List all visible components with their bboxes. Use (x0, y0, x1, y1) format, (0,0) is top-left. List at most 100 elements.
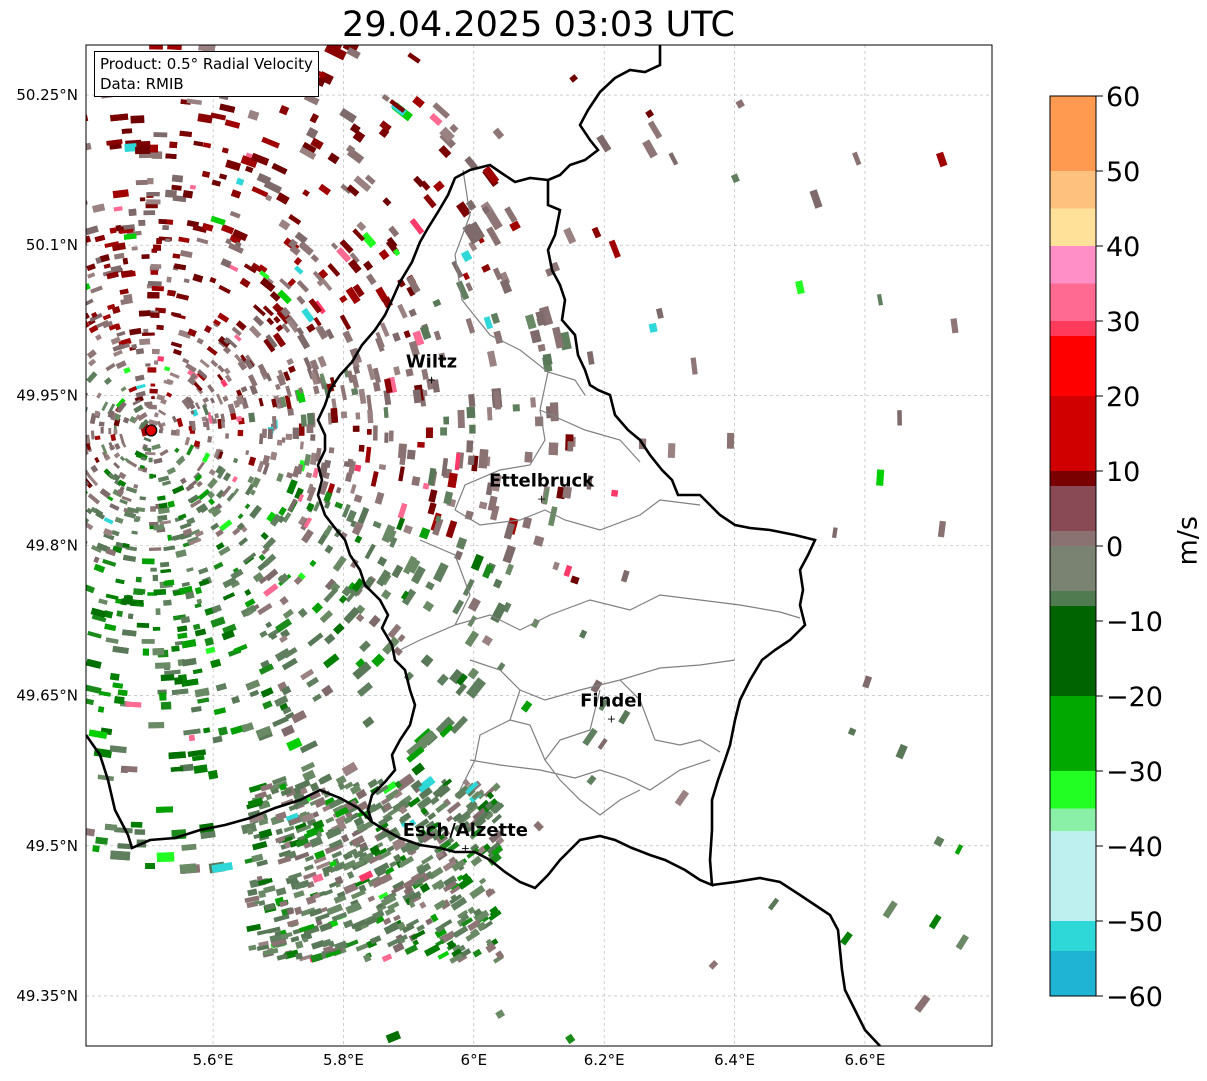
echo-gate (71, 588, 84, 598)
echo-gate (384, 866, 395, 875)
echo-gate (312, 270, 324, 283)
echo-gate (151, 348, 160, 355)
echo-gate (537, 344, 546, 352)
echo-gate (340, 411, 348, 419)
echo-gate (280, 931, 293, 939)
echo-gate (404, 944, 419, 956)
echo-gate (373, 847, 388, 858)
echo-gate (156, 852, 175, 863)
echo-gate (328, 447, 335, 454)
echo-gate (667, 443, 676, 459)
echo-gate (86, 283, 91, 294)
echo-gate (328, 839, 343, 850)
echo-gate (376, 830, 389, 841)
echo-gate (306, 483, 314, 494)
echo-gate (302, 769, 316, 782)
echo-gate (115, 541, 129, 550)
echo-gate (207, 477, 218, 489)
echo-gate (275, 887, 287, 897)
echo-gate (408, 308, 417, 318)
echo-gate (467, 667, 480, 680)
echo-gate (343, 882, 359, 895)
echo-gate (347, 848, 358, 857)
echo-gate (418, 786, 433, 800)
echo-gate (324, 500, 331, 509)
echo-gate (468, 393, 476, 408)
echo-gate (397, 278, 406, 288)
echo-gate (249, 489, 256, 496)
echo-gate (343, 919, 354, 929)
echo-gate (478, 877, 487, 885)
echo-gate (86, 698, 94, 706)
echo-gate (287, 319, 299, 333)
echo-gate (180, 616, 191, 624)
echo-gate (374, 491, 385, 505)
echo-gate (61, 416, 67, 421)
echo-gate (12, 37, 32, 50)
echo-gate (5, 497, 13, 505)
echo-gate (382, 917, 392, 926)
echo-gate (41, 729, 55, 738)
echo-gate (76, 754, 85, 762)
echo-gate (355, 942, 370, 952)
echo-gate (408, 796, 421, 808)
echo-gate (278, 849, 292, 858)
echo-gate (121, 128, 133, 134)
echo-gate (5, 533, 18, 547)
echo-gate (177, 632, 188, 640)
echo-gate (170, 429, 177, 436)
echo-gate (468, 241, 478, 252)
colorbar-tick-label: 30 (1106, 307, 1140, 338)
echo-gate (92, 845, 100, 853)
city-label: Esch/Alzette (403, 820, 528, 841)
echo-gate (247, 476, 255, 484)
echo-gate (302, 937, 309, 943)
echo-gate (645, 109, 655, 119)
echo-gate (341, 761, 359, 777)
echo-gate (493, 391, 501, 410)
echo-gate (323, 653, 340, 669)
echo-gate (110, 434, 117, 442)
echo-gate (433, 180, 445, 193)
lat-tick-label: 49.95°N (16, 386, 78, 404)
echo-gate (928, 914, 942, 930)
echo-gate (356, 823, 367, 833)
echo-gate (303, 356, 313, 370)
echo-gate (95, 334, 102, 341)
echo-gate (146, 199, 161, 205)
echo-gate (256, 875, 263, 881)
echo-gate (106, 271, 119, 280)
echo-gate (117, 689, 128, 696)
echo-gate (323, 45, 342, 51)
echo-gate (62, 106, 81, 118)
echo-gate (482, 564, 494, 579)
echo-gate (90, 430, 95, 440)
echo-gate (152, 574, 158, 581)
echo-gate (276, 472, 284, 483)
echo-gate (358, 388, 367, 404)
echo-gate (217, 312, 230, 323)
echo-gate (155, 0, 164, 1)
echo-gate (442, 859, 458, 872)
echo-gate (124, 457, 131, 463)
echo-gate (386, 937, 401, 948)
echo-gate (41, 414, 46, 426)
echo-gate (452, 599, 464, 615)
echo-gate (232, 229, 248, 242)
echo-gate (153, 412, 159, 418)
echo-gate (51, 764, 69, 776)
echo-gate (35, 306, 45, 316)
echo-gate (211, 418, 217, 424)
echo-gate (86, 371, 98, 384)
echo-gate (64, 126, 83, 138)
echo-gate (427, 502, 437, 515)
echo-gate (50, 612, 66, 623)
echo-gate (123, 293, 133, 301)
echo-gate (251, 186, 269, 198)
echo-gate (456, 201, 472, 218)
echo-gate (88, 324, 99, 334)
echo-gate (310, 434, 316, 441)
echo-gate (276, 953, 288, 961)
echo-gate (321, 864, 335, 875)
